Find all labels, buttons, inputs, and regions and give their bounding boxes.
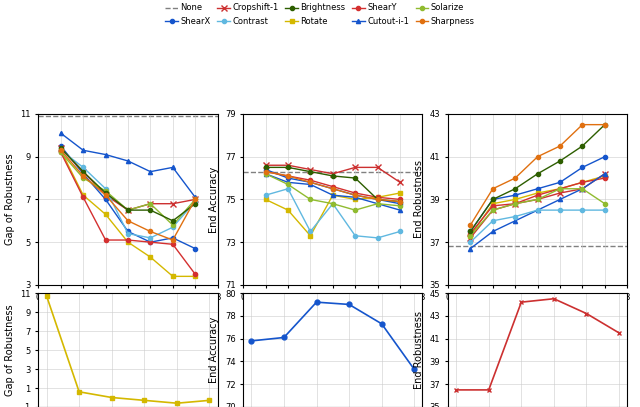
X-axis label: Hardness: Hardness	[310, 307, 356, 317]
Title: (b): (b)	[326, 316, 340, 326]
X-axis label: Hardness: Hardness	[515, 307, 561, 317]
Legend: None, ShearX, Cropshift-1, Contrast, Brightness, Rotate, ShearY, Cutout-i-1, Sol: None, ShearX, Cropshift-1, Contrast, Bri…	[162, 0, 478, 29]
Y-axis label: End Accuracy: End Accuracy	[209, 166, 220, 232]
Title: (a): (a)	[121, 316, 135, 326]
Y-axis label: End Accuracy: End Accuracy	[209, 317, 220, 383]
Y-axis label: End Robustness: End Robustness	[414, 160, 424, 239]
X-axis label: Hardness: Hardness	[105, 307, 151, 317]
Title: (c): (c)	[531, 316, 544, 326]
Y-axis label: Gap of Robustness: Gap of Robustness	[4, 153, 15, 245]
Y-axis label: End Robustness: End Robustness	[414, 311, 424, 389]
Y-axis label: Gap of Robustness: Gap of Robustness	[4, 304, 15, 396]
